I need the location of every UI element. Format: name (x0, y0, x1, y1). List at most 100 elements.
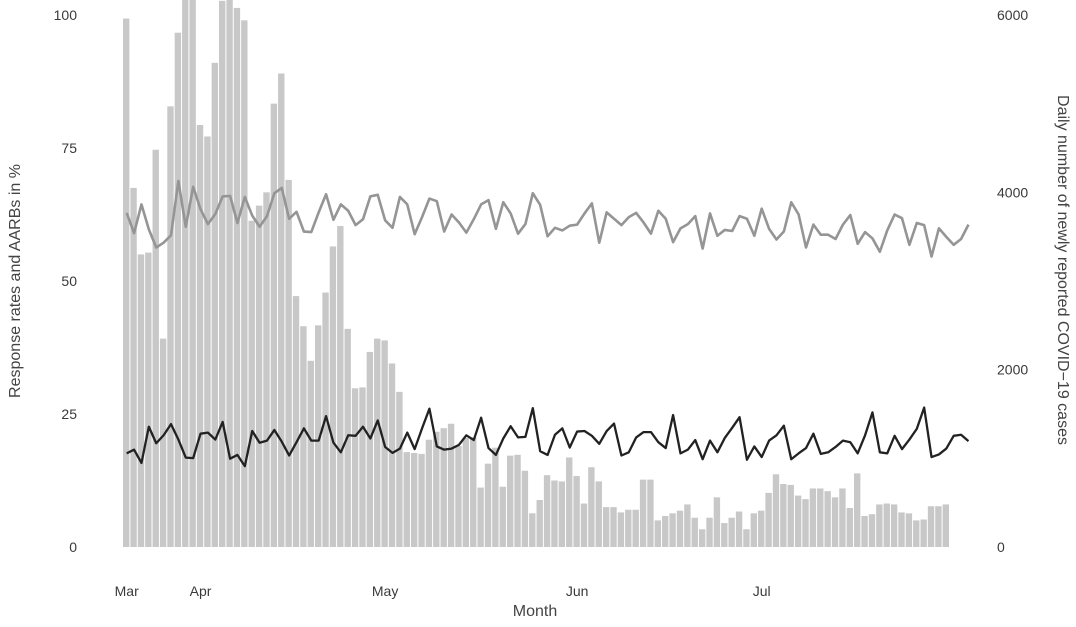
bar (706, 517, 713, 547)
bar (765, 492, 772, 547)
bar (573, 476, 580, 547)
bar (484, 463, 492, 547)
series-line-1 (125, 179, 970, 258)
left-tick-label: 75 (61, 140, 77, 156)
bar (123, 18, 130, 548)
bar (174, 32, 182, 548)
bar (255, 205, 263, 547)
bar (211, 62, 218, 547)
bar (403, 452, 410, 547)
bar (831, 497, 839, 547)
bar (329, 246, 337, 548)
bar (189, 0, 196, 547)
bar (233, 7, 241, 548)
bar (595, 481, 602, 547)
left-tick-label: 50 (61, 273, 77, 289)
bar (883, 503, 890, 547)
bar (241, 20, 248, 547)
bar (499, 486, 506, 547)
bar (676, 510, 684, 547)
bar (839, 488, 846, 547)
bar (669, 513, 676, 547)
x-tick-label: Mar (115, 583, 139, 599)
bar (920, 519, 927, 547)
bar (647, 479, 654, 547)
right-tick-label: 0 (997, 539, 1005, 555)
bars-layer (123, 0, 949, 548)
bar (263, 192, 270, 547)
bar (913, 520, 920, 547)
bar (713, 497, 721, 547)
bar (905, 513, 913, 547)
bar (514, 454, 521, 547)
bar (846, 507, 854, 547)
bar (167, 106, 174, 547)
bar (196, 124, 204, 547)
bar (492, 447, 499, 547)
bar (876, 504, 883, 547)
bar (662, 515, 669, 547)
bar (942, 504, 949, 547)
bar (529, 513, 536, 547)
bar (610, 507, 617, 547)
left-tick-label: 25 (61, 406, 77, 422)
bar (270, 103, 278, 548)
bar (521, 470, 529, 547)
bar (743, 529, 750, 547)
bar (152, 149, 159, 547)
bar (351, 388, 359, 547)
bar (455, 445, 462, 547)
bar (809, 488, 817, 547)
bar (248, 220, 255, 547)
left-axis-title: Response rates and AARBs in % (7, 164, 24, 398)
x-tick-label: Apr (190, 583, 212, 599)
bar (861, 515, 868, 547)
bar (735, 511, 743, 547)
bar (314, 325, 322, 547)
bar (588, 467, 595, 547)
bar (927, 506, 935, 547)
right-axis-ticks: 0 2000 4000 6000 (997, 7, 1028, 555)
bar (462, 437, 470, 547)
bar (300, 326, 307, 547)
x-axis-title: Month (513, 603, 557, 620)
bar (396, 391, 403, 547)
bar (218, 0, 226, 548)
bar (935, 506, 942, 547)
bar (780, 484, 787, 547)
bar (506, 455, 514, 547)
bar (433, 431, 440, 547)
x-tick-label: Jun (566, 583, 589, 599)
bar (130, 187, 137, 547)
bar (388, 363, 396, 547)
bar (145, 252, 152, 547)
bar (691, 517, 698, 547)
bar (802, 499, 809, 547)
bar (470, 437, 477, 547)
left-tick-label: 100 (54, 7, 78, 23)
bar (817, 488, 824, 547)
bar (639, 479, 647, 547)
bar (750, 513, 758, 547)
bar (440, 428, 447, 547)
bar (617, 512, 625, 547)
bar (374, 338, 381, 547)
bar (654, 520, 662, 547)
bar (425, 439, 433, 547)
bar (824, 491, 831, 547)
bar (543, 475, 551, 547)
x-axis-ticks: Mar Apr May Jun Jul (115, 583, 771, 599)
bar (728, 517, 735, 547)
bar (698, 529, 706, 547)
bar (226, 0, 233, 547)
bar (337, 226, 344, 547)
bar (794, 495, 802, 547)
bar (890, 504, 898, 547)
x-tick-label: May (372, 583, 398, 599)
bar (410, 453, 418, 547)
bar (137, 254, 145, 547)
bar (447, 423, 455, 547)
bar (684, 504, 691, 547)
